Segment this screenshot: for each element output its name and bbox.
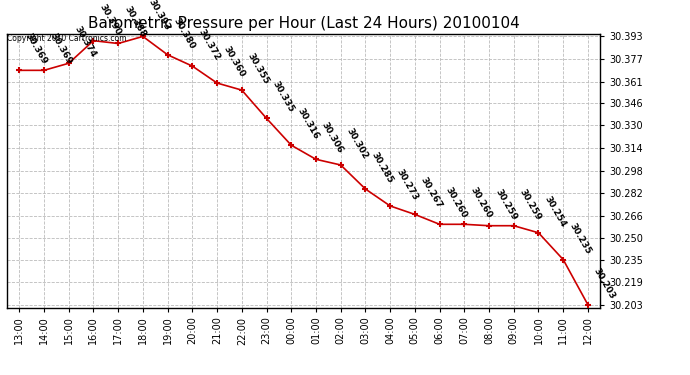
Text: 30.203: 30.203 — [592, 266, 617, 301]
Text: 30.302: 30.302 — [345, 126, 370, 161]
Text: 30.267: 30.267 — [419, 176, 444, 210]
Text: 30.285: 30.285 — [370, 150, 395, 185]
Text: 30.335: 30.335 — [270, 80, 296, 114]
Text: 30.235: 30.235 — [567, 221, 593, 255]
Text: 30.306: 30.306 — [320, 121, 345, 155]
Text: 30.372: 30.372 — [197, 27, 221, 62]
Text: 30.380: 30.380 — [172, 16, 197, 51]
Text: 30.260: 30.260 — [444, 186, 469, 220]
Text: 30.254: 30.254 — [542, 194, 568, 229]
Title: Barometric Pressure per Hour (Last 24 Hours) 20100104: Barometric Pressure per Hour (Last 24 Ho… — [88, 16, 520, 31]
Text: 30.393: 30.393 — [147, 0, 172, 32]
Text: 30.316: 30.316 — [295, 106, 320, 141]
Text: 30.259: 30.259 — [493, 187, 518, 222]
Text: 30.273: 30.273 — [394, 167, 420, 202]
Text: 30.374: 30.374 — [73, 24, 98, 59]
Text: 30.390: 30.390 — [97, 2, 123, 36]
Text: 30.369: 30.369 — [48, 32, 73, 66]
Text: 30.355: 30.355 — [246, 52, 271, 86]
Text: 30.388: 30.388 — [122, 5, 148, 39]
Text: Copyright 2010 Cartronics.com: Copyright 2010 Cartronics.com — [7, 34, 126, 43]
Text: 30.360: 30.360 — [221, 45, 246, 79]
Text: 30.260: 30.260 — [469, 186, 493, 220]
Text: 30.259: 30.259 — [518, 187, 543, 222]
Text: 30.369: 30.369 — [23, 32, 48, 66]
